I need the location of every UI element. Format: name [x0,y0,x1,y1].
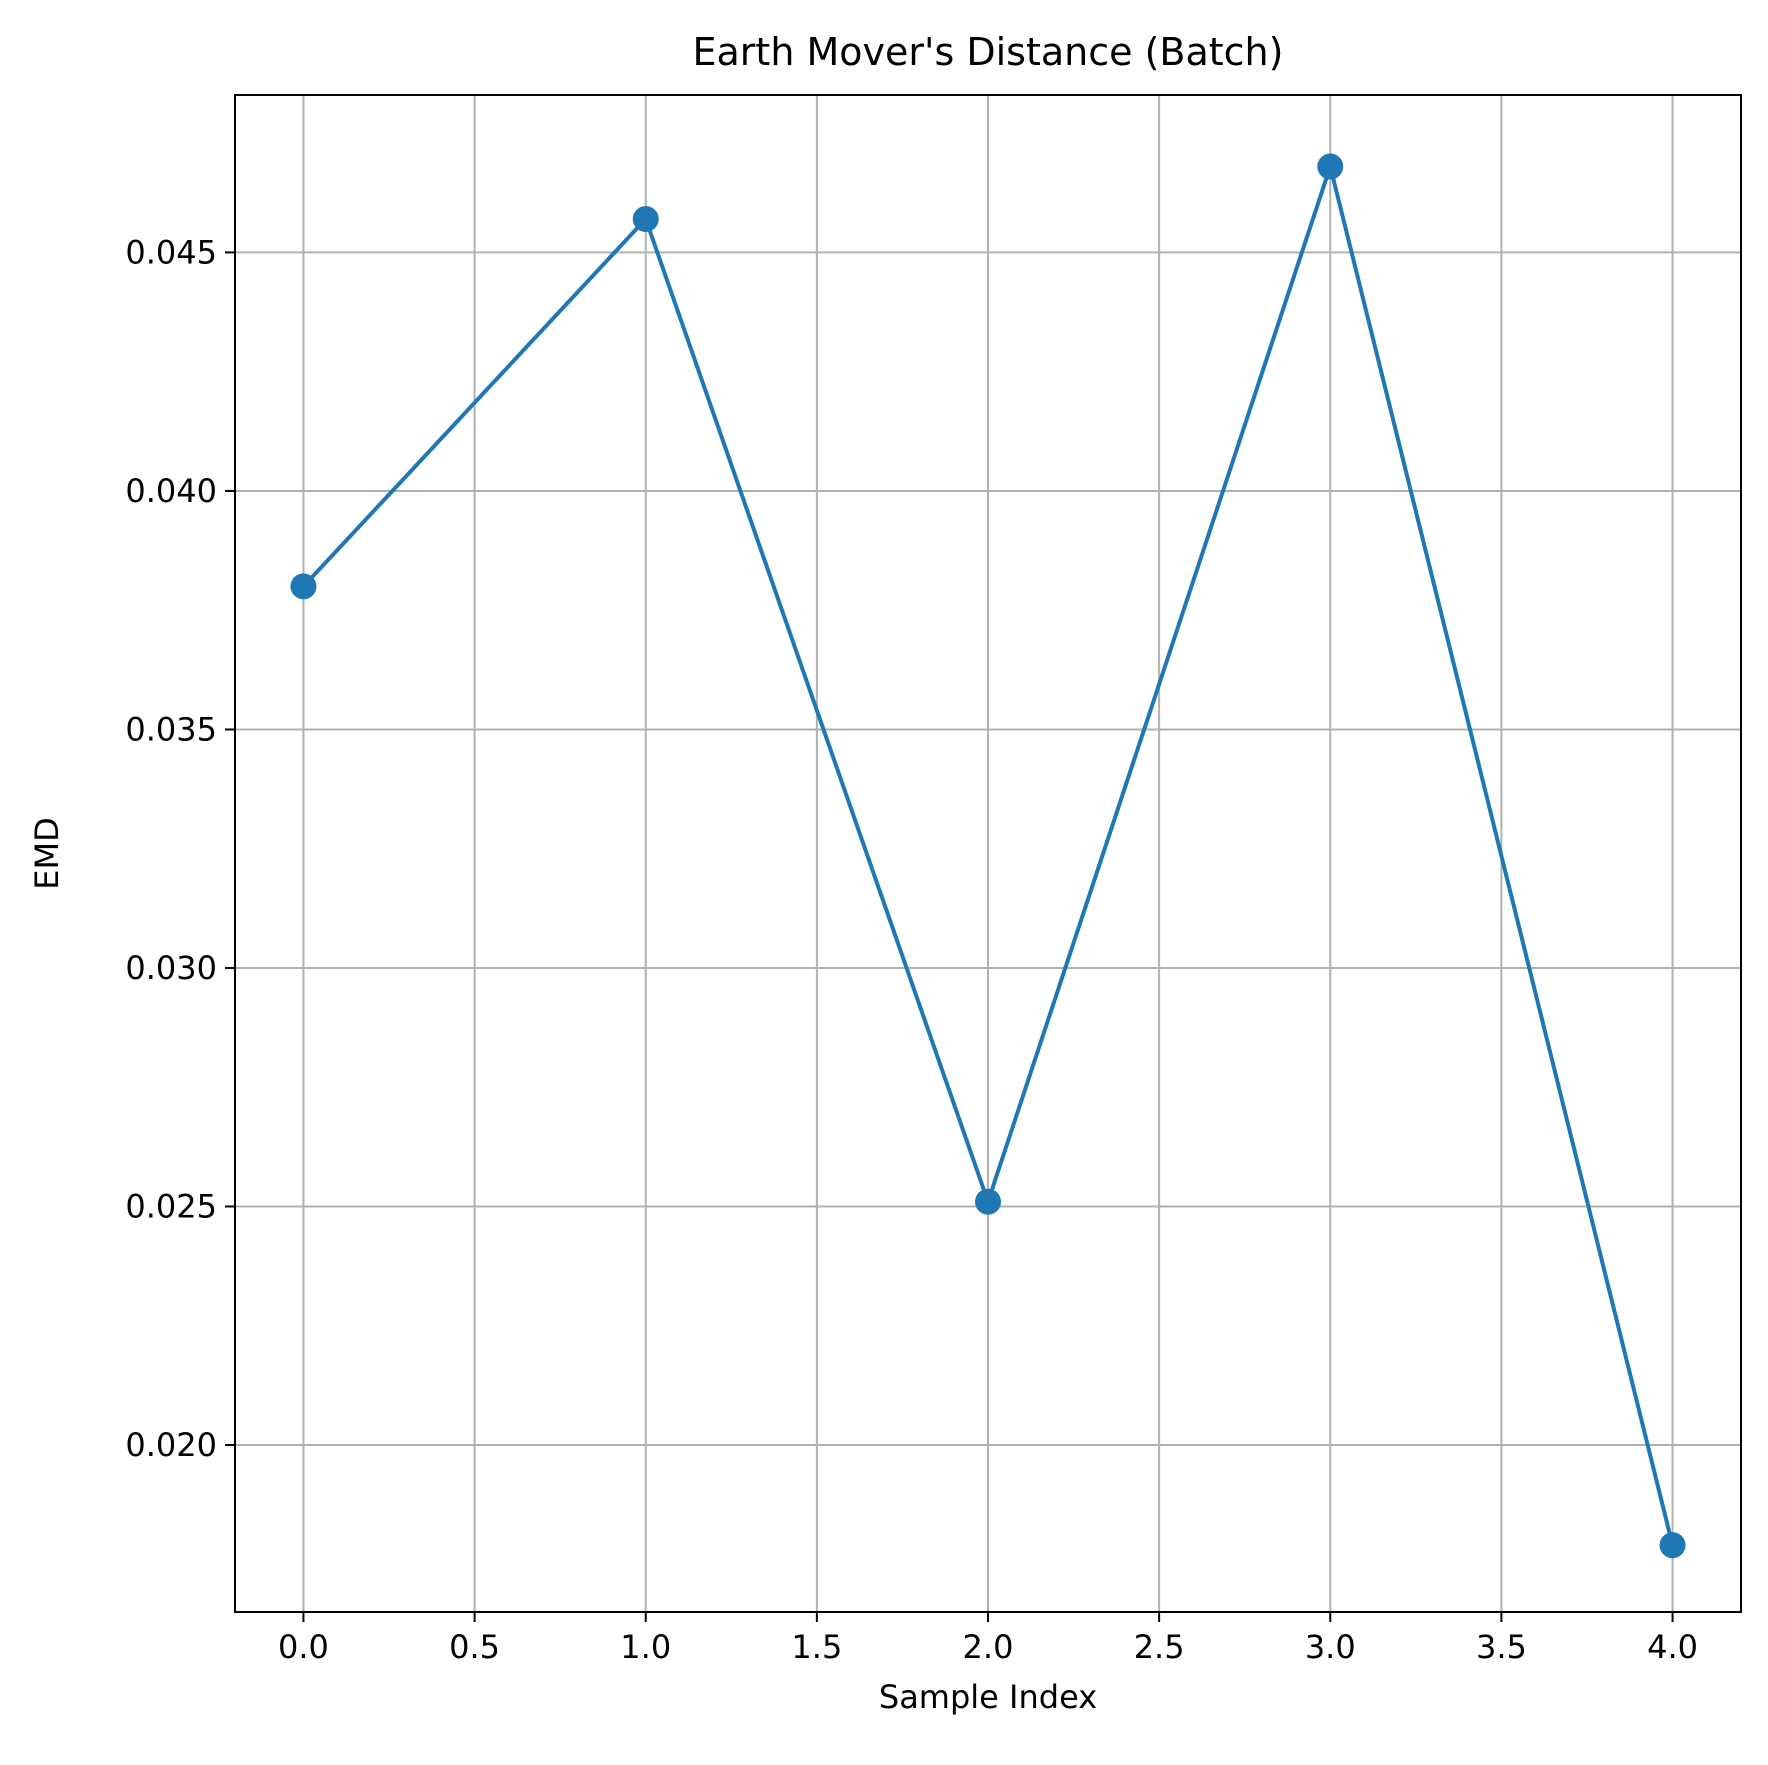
y-tick-label: 0.045 [125,233,217,271]
x-tick-label: 0.5 [449,1628,500,1666]
x-tick-label: 2.5 [1134,1628,1185,1666]
x-tick-label: 3.0 [1305,1628,1356,1666]
data-point [975,1188,1001,1215]
x-tick-label: 0.0 [278,1628,329,1666]
x-axis-label: Sample Index [879,1678,1097,1716]
x-tick-label: 4.0 [1647,1628,1698,1666]
grid-lines [235,95,1741,1612]
y-tick-label: 0.030 [125,949,217,987]
data-point [1659,1532,1686,1559]
data-point [1317,153,1344,180]
series-layer [290,153,1686,1559]
data-point [632,206,659,233]
data-point [290,573,317,600]
y-tick-label: 0.040 [125,472,217,510]
x-tick-label: 1.5 [791,1628,842,1666]
chart-title: Earth Mover's Distance (Batch) [693,30,1284,74]
x-tick-label: 2.0 [963,1628,1014,1666]
ticks: 0.0 0.5 1.0 1.5 2.0 2.5 3.0 3.5 4.0 0.020 0.025 0.0… [125,233,1698,1666]
x-tick-label: 3.5 [1476,1628,1527,1666]
y-tick-label: 0.025 [125,1188,217,1226]
y-axis-label: EMD [28,817,66,889]
y-tick-label: 0.035 [125,710,217,748]
x-tick-label: 1.0 [620,1628,671,1666]
y-tick-label: 0.020 [125,1426,217,1464]
